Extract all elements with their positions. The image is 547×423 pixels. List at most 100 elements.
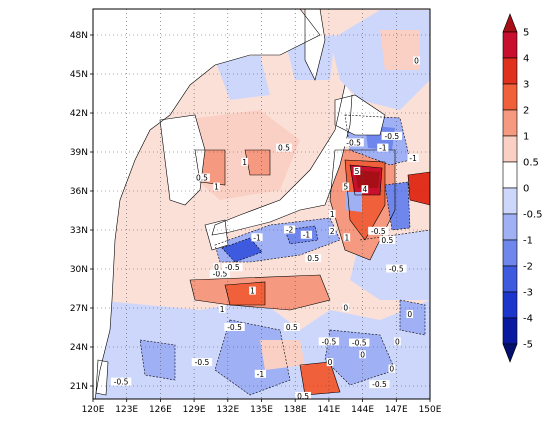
contour-label-bg [295, 391, 311, 399]
colorbar-segment [502, 291, 518, 319]
contour-label: 0.5 [381, 236, 393, 245]
contour-label-bg [326, 358, 334, 367]
contour-label: -0.5 [372, 380, 387, 389]
contour-label-bg [222, 263, 243, 272]
contour-line [224, 281, 266, 306]
colorbar-label: -4 [523, 314, 533, 325]
coastline [95, 359, 109, 396]
coastline [304, 9, 326, 81]
contour-line [349, 164, 383, 196]
contour-label-bg [283, 225, 296, 234]
contour-label: 1 [242, 158, 247, 167]
contour-label: 1 [250, 287, 255, 296]
contour-line-negative [384, 181, 411, 231]
colorbar-segment [502, 57, 518, 85]
contour-label: -1 [257, 370, 265, 379]
colorbar-label: 2 [523, 106, 529, 117]
colorbar-bottom-arrow [502, 343, 518, 363]
colorbar-segment [502, 135, 518, 163]
contour-label-bg [328, 209, 336, 218]
colorbar-segment [502, 265, 518, 293]
lon-tick-label: 147E [385, 405, 408, 415]
contour-label-bg [353, 167, 361, 175]
colorbar-label: 1 [523, 132, 529, 143]
japan-hokkaido [335, 95, 385, 135]
contour-label-bg [379, 235, 396, 244]
negative-anomaly-region [222, 238, 262, 262]
contour-label: 0 [414, 57, 419, 66]
lat-tick-label: 21N [70, 382, 88, 392]
contour-label: 0 [328, 358, 333, 367]
colorbar-label: -0.5 [523, 210, 543, 221]
contour-label-bg [213, 182, 220, 191]
contour-label: -0.5 [225, 263, 240, 272]
contour-line-negative [284, 225, 319, 245]
contour-label: 0 [389, 365, 394, 374]
contour-label-bg [369, 380, 390, 389]
contour-line-negative [359, 229, 430, 241]
contour-label: -1 [303, 231, 311, 240]
contour-line [189, 274, 331, 311]
contour-label-bg [191, 358, 213, 367]
lat-tick-label: 39N [70, 148, 88, 158]
colorbar-label: 0 [523, 184, 529, 195]
colorbar-label: 5 [523, 28, 529, 39]
colorbar-label: -1 [523, 236, 533, 247]
contour-label-bg [110, 377, 132, 386]
lon-tick-label: 144E [351, 405, 374, 415]
negative-anomaly-region [140, 340, 175, 380]
contour-label: -0.5 [371, 227, 386, 236]
contour-label: 0 [395, 337, 400, 346]
lat-tick-label: 33N [70, 226, 88, 236]
colorbar-segment [502, 109, 518, 137]
contour-label-bg [300, 230, 313, 239]
colorbar-segment [502, 239, 518, 267]
contour-label-bg [213, 263, 220, 272]
contour-label: 0 [214, 263, 219, 272]
lon-tick-label: 138E [284, 405, 307, 415]
contour-label-bg [349, 338, 370, 347]
positive-anomaly-region [355, 170, 380, 188]
contour-label-bg [194, 173, 210, 182]
contour-label-bg [406, 310, 414, 318]
contour-label-bg [249, 286, 256, 295]
anomaly-field: 0.510.51-0.5-1-0.5-155 4121-0.50.5-1-2-10… [93, 9, 430, 401]
contour-label-bg [368, 226, 389, 235]
contour-line [407, 171, 430, 206]
lat-tick-label: 24N [70, 343, 88, 353]
colorbar-segment [502, 83, 518, 111]
latitude-axis: 21N 24N 27N 30N 33N 36N 39N 42N 45N 48N [70, 31, 93, 392]
positive-anomaly-region [380, 30, 420, 70]
colorbar: 5 4 3 2 1 0.5 0 -0.5 -1 -2 -3 -4 -5 [502, 13, 543, 363]
contour-label: 1 [214, 183, 219, 192]
contour-line-negative [214, 319, 291, 396]
contour-label-bg [413, 56, 420, 65]
coastline [94, 9, 321, 399]
lon-tick-label: 135E [250, 405, 273, 415]
contour-label-bg [254, 369, 266, 378]
contour-line [329, 149, 396, 261]
lon-tick-label: 126E [149, 405, 172, 415]
contour-label: 0 [343, 304, 348, 313]
contour-label: -0.5 [195, 358, 210, 367]
positive-anomaly-region [225, 282, 265, 305]
contour-label: 0.5 [297, 392, 309, 401]
contour-label: -2 [286, 226, 294, 235]
contour-label-bg [328, 226, 336, 235]
lon-tick-label: 123E [115, 405, 138, 415]
contour-label: 5 [355, 167, 360, 176]
contour-label: 0.5 [196, 174, 208, 183]
contour-label-bg [361, 185, 369, 194]
lat-tick-label: 27N [70, 304, 88, 314]
contour-line-negative [324, 329, 396, 386]
contour-label-bg [305, 254, 322, 263]
contour-label-bg [343, 233, 351, 242]
colorbar-label: -3 [523, 288, 533, 299]
contour-label: -0.5 [114, 378, 129, 387]
contour-label-bg [381, 131, 403, 140]
contour-label: 5 [343, 183, 348, 192]
lon-tick-label: 132E [216, 405, 239, 415]
contour-label: 0 [407, 310, 412, 319]
graticule [93, 9, 430, 399]
